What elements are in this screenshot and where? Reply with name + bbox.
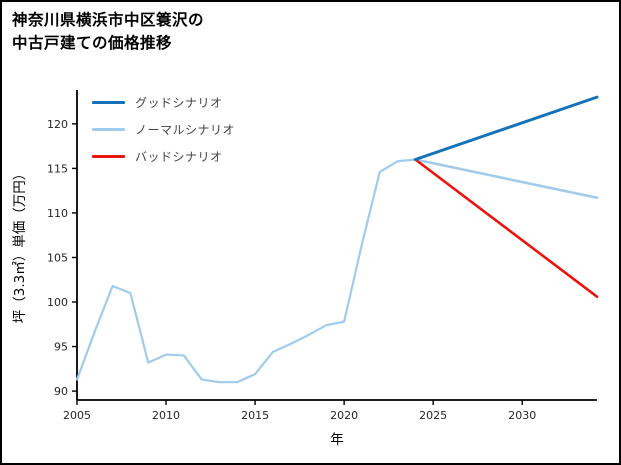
x-tick-label: 2010 [152,409,180,422]
y-tick-label: 105 [47,251,68,264]
legend-item: バッドシナリオ [92,149,235,164]
legend-line-swatch [92,128,125,131]
chart-title-line1: 神奈川県横浜市中区簑沢の [12,11,205,29]
series-good-scenario [413,95,599,161]
legend-item: ノーマルシナリオ [92,122,235,137]
legend-label: ノーマルシナリオ [135,123,236,137]
x-tick-label: 2025 [419,409,447,422]
x-tick-label: 2020 [330,409,358,422]
y-tick-label: 90 [54,385,68,398]
y-axis-label: 坪（3.3㎡）単価（万円） [12,167,28,323]
legend-label: バッドシナリオ [135,150,223,164]
series-normal-scenario [414,158,599,200]
chart-legend: グッドシナリオ ノーマルシナリオ バッドシナリオ [92,95,235,164]
x-tick-label: 2005 [63,409,91,422]
y-tick-label: 100 [47,296,68,309]
series-bad-scenario [414,158,599,298]
legend-line-swatch [92,101,125,104]
y-tick-label: 95 [54,341,68,354]
series-history [75,158,417,384]
chart-title: 神奈川県横浜市中区簑沢の 中古戸建ての価格推移 [12,9,204,56]
y-tick-label: 115 [47,162,68,175]
x-axis-label: 年 [330,432,344,448]
y-tick-label: 110 [47,207,68,220]
legend-item: グッドシナリオ [92,95,235,110]
chart-title-line2: 中古戸建ての価格推移 [12,34,173,53]
x-tick-label: 2030 [508,409,536,422]
y-tick-label: 120 [47,118,68,131]
legend-label: グッドシナリオ [135,96,223,110]
legend-line-swatch [92,155,125,158]
x-tick-label: 2015 [241,409,269,422]
